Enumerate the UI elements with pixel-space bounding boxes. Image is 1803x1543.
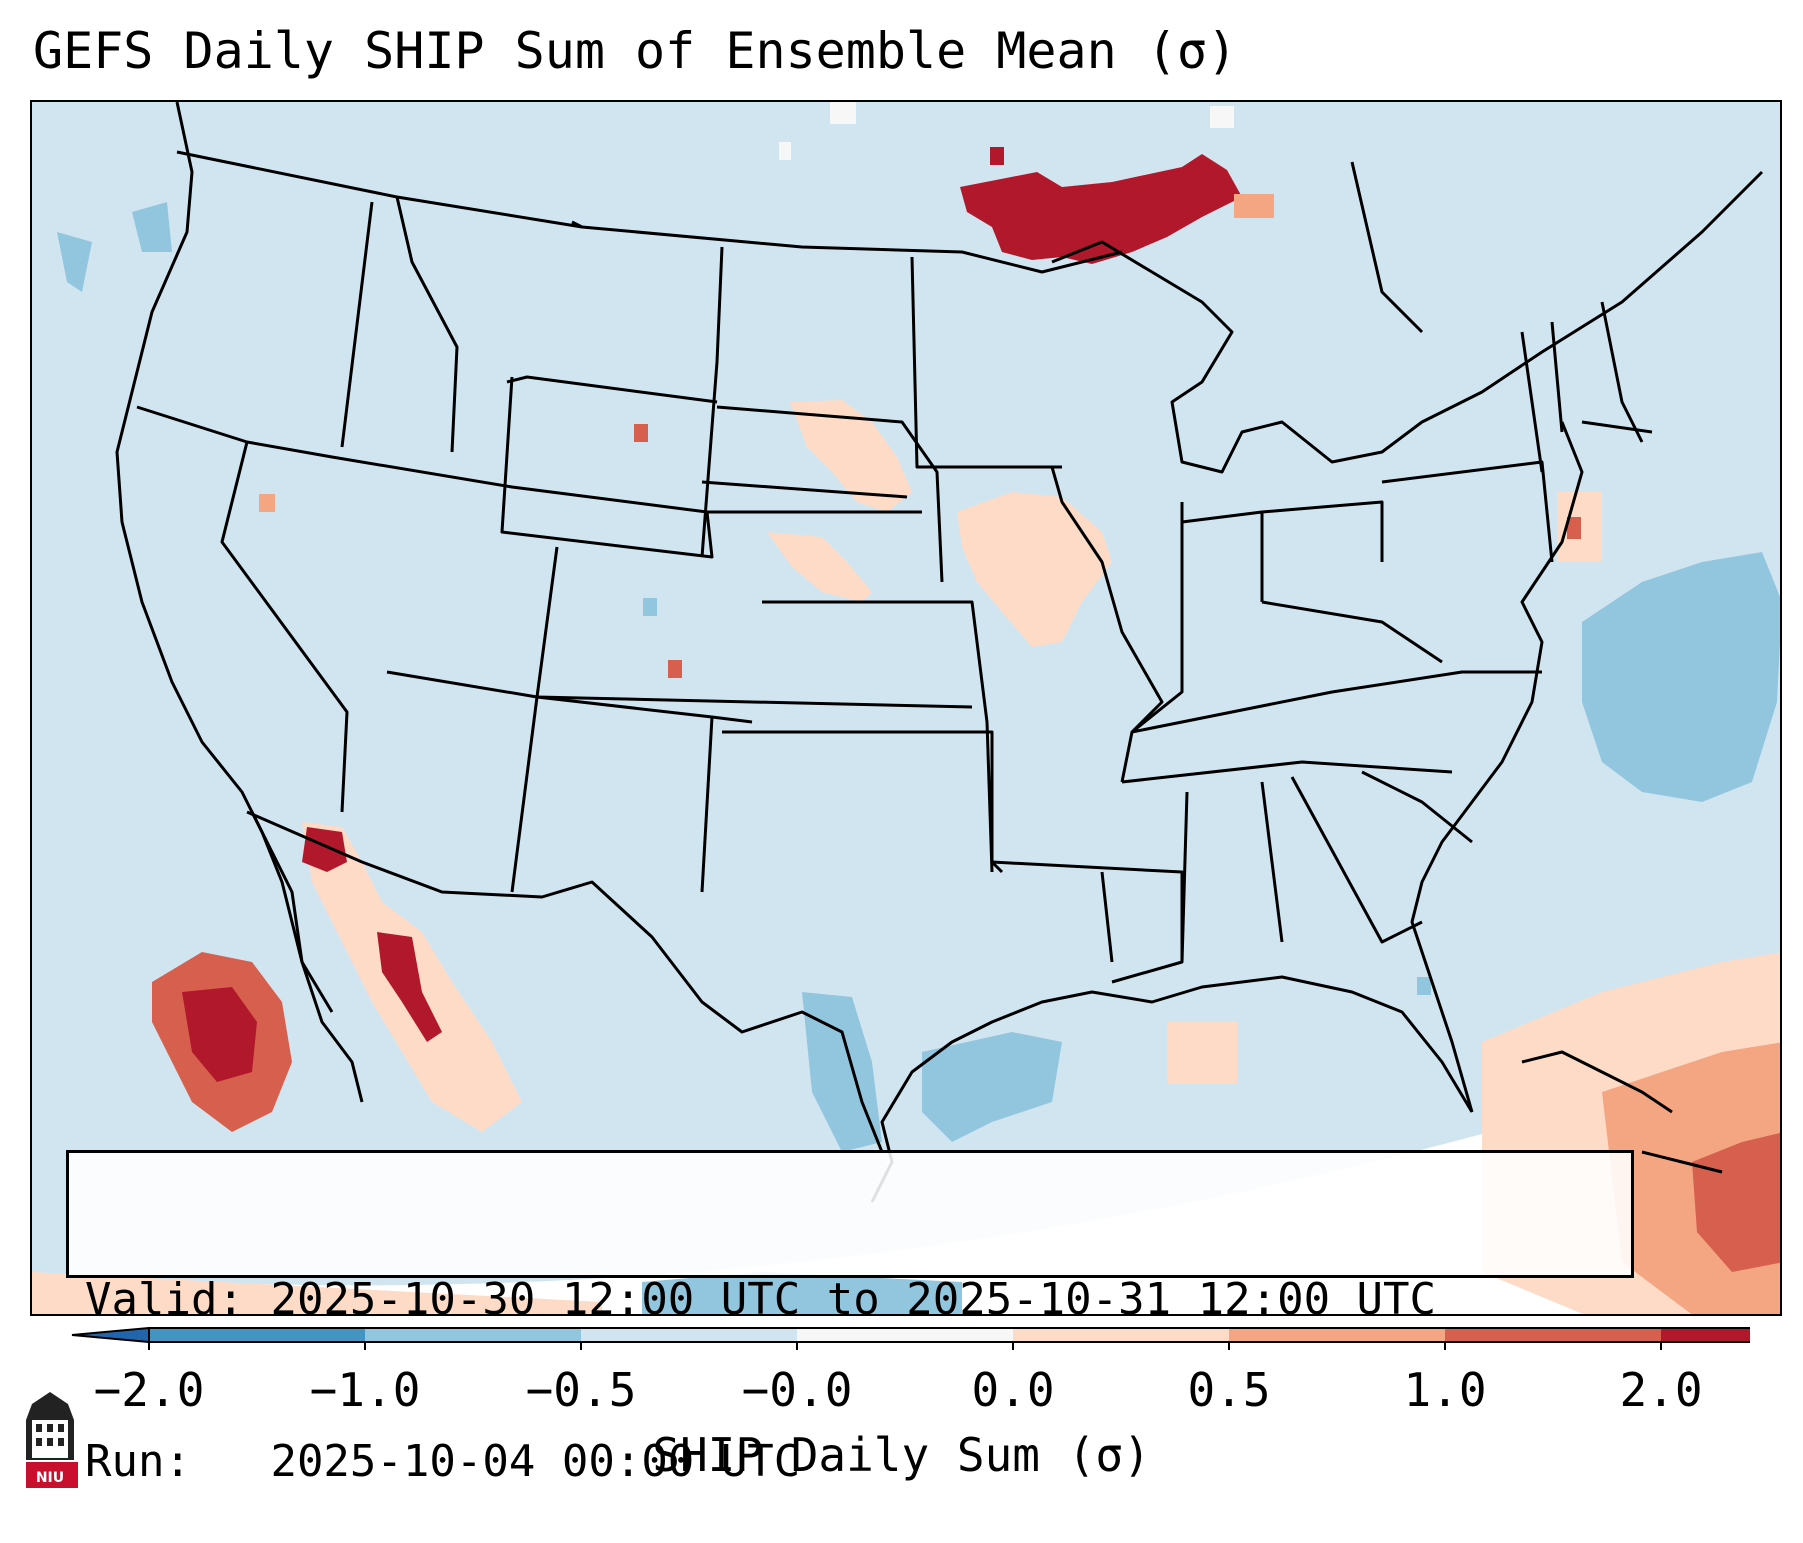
anomaly-canada-edge — [1234, 194, 1274, 218]
run-line: Run: 2025-10-04 00:00 UTC — [85, 1435, 1631, 1489]
colorbar — [71, 1326, 1750, 1350]
colorbar-segment — [149, 1328, 365, 1342]
anomaly-baja-strong — [302, 827, 347, 872]
map-panel — [30, 100, 1782, 1316]
anomaly-pacific-core — [182, 987, 257, 1082]
anomaly-wy-dot — [634, 424, 648, 442]
anomaly-texas-south — [802, 992, 882, 1152]
anomaly-dakota — [790, 400, 912, 512]
chart-title: GEFS Daily SHIP Sum of Ensemble Mean (σ) — [33, 22, 1238, 80]
valid-label: Valid: — [85, 1274, 244, 1325]
anomaly-kansas — [767, 532, 872, 602]
map-canvas — [32, 102, 1780, 1314]
colorbar-tick-label: 0.0 — [971, 1363, 1055, 1417]
anomaly-caribbean-strong — [1692, 1132, 1780, 1272]
colorbar-tick-label: −2.0 — [93, 1363, 205, 1417]
colorbar-tick-label: 2.0 — [1619, 1363, 1703, 1417]
niu-logo — [26, 1392, 78, 1488]
colorbar-tick-label: 1.0 — [1403, 1363, 1487, 1417]
colorbar-segment — [797, 1328, 1013, 1342]
colorbar-segment — [365, 1328, 581, 1342]
valid-line: Valid: 2025-10-30 12:00 UTC to 2025-10-3… — [85, 1273, 1631, 1327]
great-lakes — [1051, 170, 1764, 474]
anomaly-fl-dot — [1417, 977, 1431, 995]
anomaly-white-1 — [830, 102, 856, 124]
anomaly-co-dot — [668, 660, 682, 678]
info-box: Valid: 2025-10-30 12:00 UTC to 2025-10-3… — [66, 1150, 1634, 1487]
run-label: Run: — [85, 1436, 191, 1487]
colorbar-segment — [1013, 1328, 1229, 1342]
niu-logo-text: NIU — [35, 1470, 65, 1486]
anomaly-sonora — [377, 932, 442, 1042]
anomaly-nv-dot — [259, 494, 275, 512]
anomaly-co-cool — [643, 598, 657, 616]
baja-peninsula — [250, 811, 334, 1013]
gulf-coast — [870, 975, 1474, 1203]
anomaly-gulf-cool — [922, 1032, 1062, 1142]
mexico-border — [246, 810, 884, 1153]
anomaly-gulf-patch — [1167, 1022, 1237, 1084]
anomaly-nj-strong — [1567, 517, 1581, 539]
colorbar-label: SHIP Daily Sum (σ) — [652, 1428, 1151, 1482]
anomaly-white-3 — [779, 142, 791, 160]
anomaly-pac-nw — [57, 232, 92, 292]
anomaly-iowa — [957, 492, 1112, 647]
run-value: 2025-10-04 00:00 UTC — [270, 1436, 801, 1487]
valid-value: 2025-10-30 12:00 UTC to 2025-10-31 12:00… — [270, 1274, 1437, 1325]
colorbar-tick-label: −1.0 — [309, 1363, 421, 1417]
colorbar-segment — [1229, 1328, 1445, 1342]
anomaly-field — [32, 102, 1780, 1314]
colorbar-segment — [581, 1328, 797, 1342]
east-coast — [1410, 421, 1584, 1113]
colorbar-tick-label: 0.5 — [1187, 1363, 1271, 1417]
colorbar-extend-low — [71, 1326, 150, 1344]
colorbar-tick-label: −0.5 — [525, 1363, 637, 1417]
boundaries — [115, 102, 1764, 1203]
colorbar-segment — [1661, 1328, 1750, 1342]
anomaly-canada-strong — [960, 154, 1242, 264]
anomaly-white-2 — [1210, 106, 1234, 128]
west-coast — [115, 102, 364, 1103]
anomaly-south-edge — [32, 1272, 602, 1314]
anomaly-wa-coast — [132, 202, 172, 252]
anomaly-mexico-cool — [642, 1272, 962, 1314]
caribbean-islands — [1521, 1050, 1723, 1174]
anomaly-canada-dot — [990, 147, 1004, 165]
colorbar-segment — [1445, 1328, 1661, 1342]
colorbar-tick-label: −0.0 — [741, 1363, 853, 1417]
anomaly-atlantic — [1582, 552, 1780, 802]
